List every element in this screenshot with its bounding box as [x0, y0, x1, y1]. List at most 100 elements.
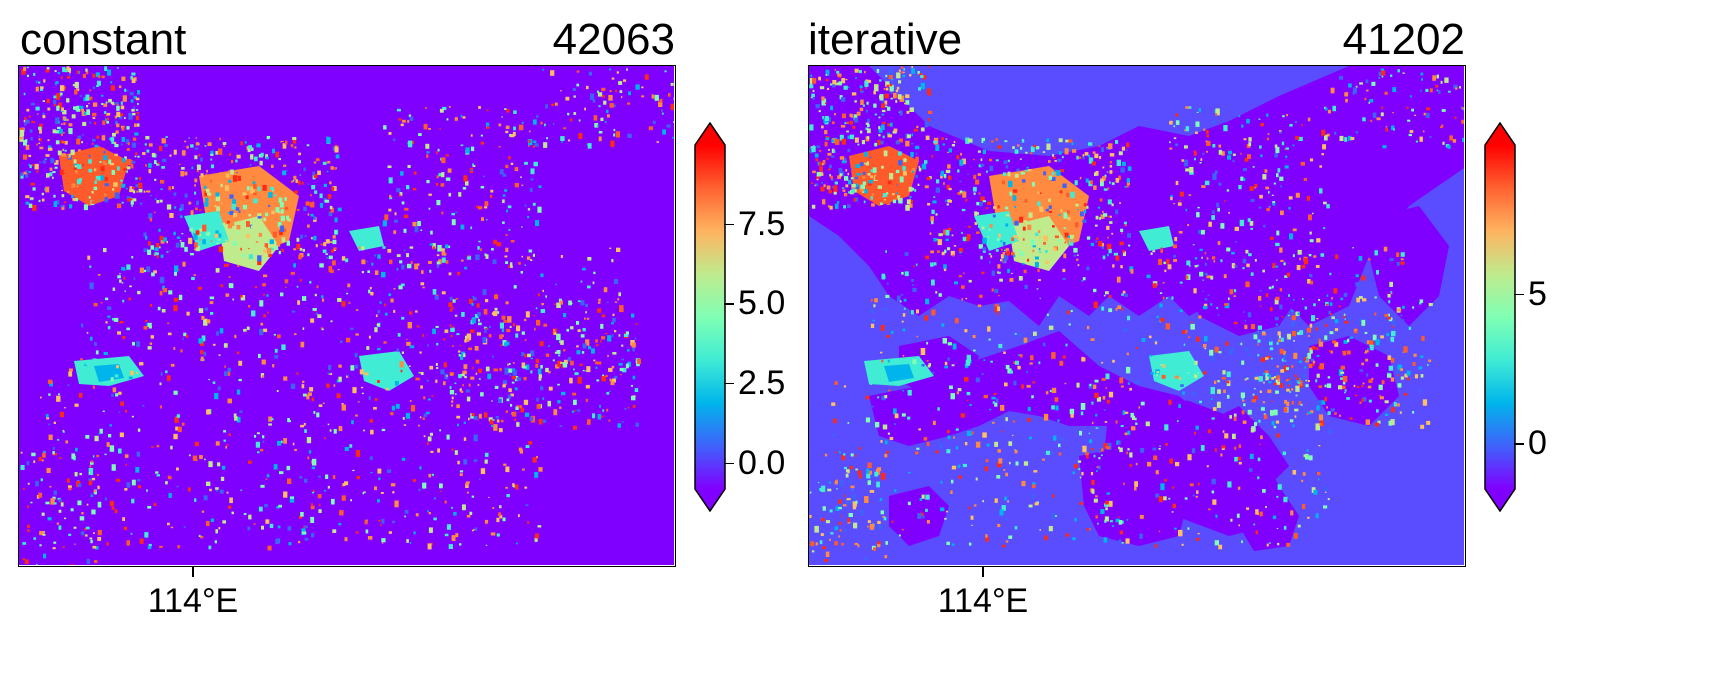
- flood-pixel: [955, 446, 959, 450]
- flood-pixel: [1061, 155, 1064, 159]
- flood-pixel: [278, 504, 282, 508]
- flood-pixel: [885, 87, 889, 91]
- flood-pixel: [831, 178, 834, 182]
- flood-pixel: [49, 172, 53, 177]
- flood-pixel: [822, 161, 825, 165]
- flood-pixel: [262, 435, 265, 439]
- flood-pixel: [324, 199, 330, 203]
- flood-pixel: [1301, 124, 1304, 126]
- flood-pixel: [854, 117, 859, 123]
- flood-pixel: [850, 177, 854, 180]
- flood-pixel: [90, 495, 94, 497]
- flood-pixel: [852, 501, 857, 507]
- flood-pixel: [837, 175, 841, 179]
- flood-pixel: [1021, 139, 1025, 143]
- flood-pixel: [88, 478, 92, 481]
- flood-pixel: [524, 318, 527, 322]
- flood-pixel: [995, 159, 999, 162]
- flood-pixel: [167, 522, 170, 526]
- flood-pixel: [1325, 107, 1328, 111]
- flood-pixel: [492, 259, 497, 264]
- flood-area: [94, 364, 124, 382]
- flood-pixel: [1260, 407, 1265, 411]
- flood-pixel: [967, 173, 969, 176]
- flood-pixel: [370, 471, 373, 474]
- flood-pixel: [1006, 250, 1010, 256]
- flood-pixel: [1066, 192, 1070, 198]
- flood-pixel: [560, 361, 563, 364]
- flood-pixel: [159, 199, 163, 203]
- flood-pixel: [940, 174, 943, 179]
- flood-pixel: [90, 336, 93, 341]
- flood-pixel: [166, 240, 168, 244]
- flood-pixel: [855, 176, 859, 180]
- flood-pixel: [1183, 159, 1189, 167]
- flood-pixel: [1381, 106, 1384, 109]
- flood-pixel: [457, 271, 461, 276]
- flood-pixel: [381, 542, 384, 544]
- flood-pixel: [26, 108, 30, 112]
- flood-pixel: [1214, 540, 1219, 546]
- flood-pixel: [222, 222, 225, 226]
- flood-pixel: [1115, 140, 1119, 144]
- flood-pixel: [556, 333, 561, 341]
- flood-pixel: [1338, 305, 1341, 308]
- flood-pixel: [838, 451, 841, 454]
- flood-pixel: [1409, 95, 1412, 98]
- flood-pixel: [290, 496, 294, 499]
- flood-pixel: [1013, 361, 1016, 364]
- flood-pixel: [821, 517, 825, 522]
- flood-pixel: [1159, 292, 1163, 294]
- flood-pixel: [383, 341, 387, 344]
- flood-pixel: [304, 235, 307, 238]
- flood-pixel: [403, 424, 407, 426]
- flood-pixel: [60, 133, 63, 136]
- flood-pixel: [460, 224, 465, 230]
- flood-pixel: [947, 227, 952, 232]
- flood-pixel: [1013, 380, 1017, 386]
- flood-pixel: [1046, 313, 1049, 316]
- flood-pixel: [1080, 411, 1084, 416]
- flood-pixel: [248, 254, 253, 259]
- flood-pixel: [859, 509, 864, 516]
- flood-pixel: [206, 409, 211, 415]
- flood-pixel: [1033, 470, 1038, 473]
- flood-pixel: [898, 198, 903, 204]
- flood-pixel: [1103, 409, 1106, 411]
- flood-pixel: [210, 158, 213, 161]
- flood-pixel: [30, 137, 33, 141]
- flood-pixel: [978, 224, 982, 228]
- flood-pixel: [942, 143, 945, 146]
- flood-pixel: [330, 241, 333, 243]
- flood-pixel: [887, 359, 890, 363]
- flood-pixel: [88, 468, 94, 476]
- flood-pixel: [209, 301, 214, 305]
- flood-pixel: [199, 209, 202, 212]
- flood-pixel: [173, 305, 178, 312]
- flood-pixel: [824, 130, 828, 135]
- flood-pixel: [361, 259, 366, 265]
- flood-pixel: [188, 137, 190, 139]
- flood-pixel: [411, 140, 415, 144]
- flood-pixel: [977, 150, 981, 153]
- flood-pixel: [540, 386, 544, 391]
- flood-pixel: [456, 415, 461, 419]
- flood-pixel: [1276, 342, 1279, 345]
- flood-pixel: [1447, 144, 1451, 149]
- flood-pixel: [616, 71, 619, 74]
- flood-pixel: [991, 396, 996, 400]
- flood-pixel: [1356, 297, 1360, 303]
- flood-pixel: [142, 152, 146, 155]
- flood-pixel: [62, 149, 64, 151]
- flood-pixel: [119, 321, 124, 324]
- flood-pixel: [1205, 140, 1208, 142]
- flood-pixel: [464, 339, 467, 343]
- flood-pixel: [54, 70, 57, 73]
- flood-pixel: [110, 101, 115, 105]
- flood-pixel: [1276, 528, 1279, 529]
- flood-pixel: [149, 342, 153, 345]
- flood-pixel: [448, 544, 453, 549]
- flood-pixel: [854, 542, 858, 546]
- flood-pixel: [890, 97, 893, 100]
- flood-pixel: [1232, 433, 1236, 439]
